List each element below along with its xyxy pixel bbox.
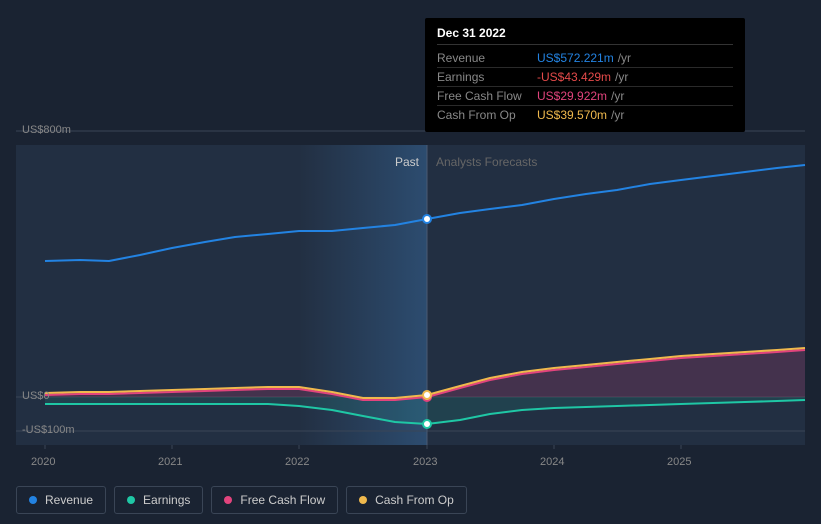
- tooltip-row-suffix: /yr: [611, 108, 624, 122]
- tooltip-row-suffix: /yr: [618, 51, 631, 65]
- x-axis-label: 2025: [667, 456, 691, 468]
- tooltip-row-value: US$39.570m/yr: [537, 108, 733, 122]
- legend-item-revenue[interactable]: Revenue: [16, 486, 106, 514]
- tooltip-row-suffix: /yr: [615, 70, 628, 84]
- legend-item-cfo[interactable]: Cash From Op: [346, 486, 467, 514]
- legend-dot-icon: [224, 496, 232, 504]
- legend-dot-icon: [29, 496, 37, 504]
- tooltip-row-value: US$29.922m/yr: [537, 89, 733, 103]
- tooltip-row-value: US$572.221m/yr: [537, 51, 733, 65]
- y-axis-label: -US$100m: [22, 424, 75, 436]
- section-label: Past: [395, 155, 419, 169]
- tooltip-row: Earnings-US$43.429m/yr: [437, 68, 733, 87]
- legend-dot-icon: [359, 496, 367, 504]
- tooltip: Dec 31 2022 RevenueUS$572.221m/yrEarning…: [425, 18, 745, 132]
- tooltip-row-label: Earnings: [437, 70, 537, 84]
- tooltip-row: RevenueUS$572.221m/yr: [437, 49, 733, 68]
- tooltip-row-label: Cash From Op: [437, 108, 537, 122]
- tooltip-row-suffix: /yr: [611, 89, 624, 103]
- tooltip-row: Cash From OpUS$39.570m/yr: [437, 106, 733, 124]
- legend-item-label: Revenue: [45, 493, 93, 507]
- legend: Revenue Earnings Free Cash Flow Cash From O…: [16, 486, 467, 514]
- x-axis-label: 2024: [540, 456, 564, 468]
- tooltip-row-label: Free Cash Flow: [437, 89, 537, 103]
- x-axis-label: 2022: [285, 456, 309, 468]
- legend-item-label: Earnings: [143, 493, 190, 507]
- tooltip-date: Dec 31 2022: [437, 26, 733, 45]
- y-axis-label: US$800m: [22, 124, 71, 136]
- legend-item-earnings[interactable]: Earnings: [114, 486, 203, 514]
- section-label: Analysts Forecasts: [436, 155, 537, 169]
- legend-dot-icon: [127, 496, 135, 504]
- tooltip-row-label: Revenue: [437, 51, 537, 65]
- legend-item-label: Cash From Op: [375, 493, 454, 507]
- x-axis-label: 2020: [31, 456, 55, 468]
- legend-item-fcf[interactable]: Free Cash Flow: [211, 486, 338, 514]
- y-axis-label: US$0: [22, 390, 50, 402]
- x-axis-label: 2023: [413, 456, 437, 468]
- tooltip-row-value: -US$43.429m/yr: [537, 70, 733, 84]
- x-axis-label: 2021: [158, 456, 182, 468]
- tooltip-row: Free Cash FlowUS$29.922m/yr: [437, 87, 733, 106]
- legend-item-label: Free Cash Flow: [240, 493, 325, 507]
